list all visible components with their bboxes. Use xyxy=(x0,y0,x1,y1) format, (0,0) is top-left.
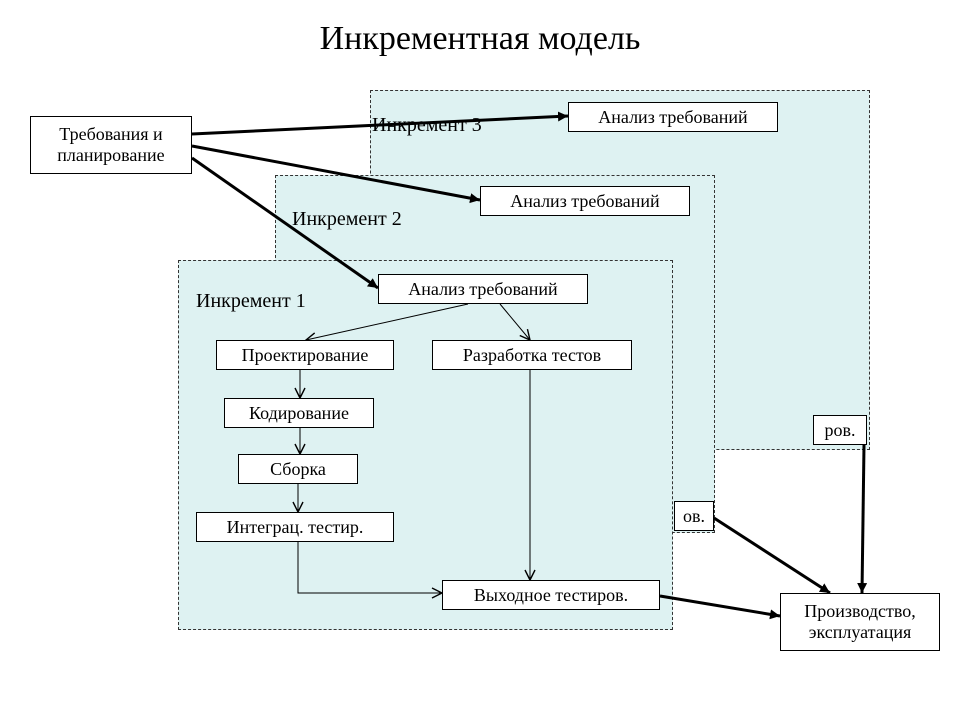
panel-label-increment-2: Инкремент 2 xyxy=(292,208,402,231)
edge-otest2-prod xyxy=(714,518,830,593)
edge-otest3-prod xyxy=(862,445,864,593)
panel-label-increment-1: Инкремент 1 xyxy=(196,290,306,313)
node-output-test-inc2: ов. xyxy=(674,501,714,531)
node-design: Проектирование xyxy=(216,340,394,370)
node-coding: Кодирование xyxy=(224,398,374,428)
node-requirements-planning: Требования ипланирование xyxy=(30,116,192,174)
node-build: Сборка xyxy=(238,454,358,484)
edge-otest1-prod xyxy=(660,596,780,616)
node-integration-test: Интеграц. тестир. xyxy=(196,512,394,542)
diagram-canvas: Инкрементная модель Инкремент 3 Инкремен… xyxy=(0,0,960,720)
node-analysis-inc2: Анализ требований xyxy=(480,186,690,216)
node-analysis-inc3: Анализ требований xyxy=(568,102,778,132)
diagram-title: Инкрементная модель xyxy=(0,20,960,58)
node-output-test-inc3: ров. xyxy=(813,415,867,445)
node-production: Производство,эксплуатация xyxy=(780,593,940,651)
panel-increment-1 xyxy=(178,260,673,630)
node-analysis-inc1: Анализ требований xyxy=(378,274,588,304)
node-test-dev: Разработка тестов xyxy=(432,340,632,370)
panel-label-increment-3: Инкремент 3 xyxy=(372,114,482,137)
node-output-test-inc1: Выходное тестиров. xyxy=(442,580,660,610)
